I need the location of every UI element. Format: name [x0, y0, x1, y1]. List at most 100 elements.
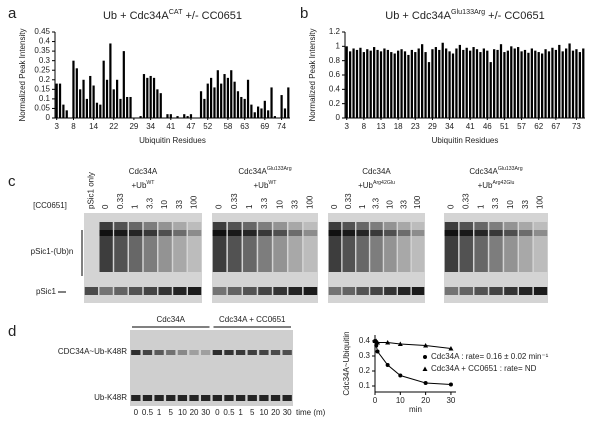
text-part: CAT: [169, 8, 183, 16]
band: [504, 230, 518, 236]
bar: [89, 75, 92, 118]
bar: [112, 89, 115, 118]
bar: [99, 104, 102, 118]
smear: [342, 222, 356, 272]
group-label: Cdc34A: [157, 315, 186, 324]
band: [235, 395, 246, 401]
bar: [489, 62, 492, 118]
band: [489, 287, 503, 295]
bar: [445, 48, 448, 118]
time-label: 1: [157, 408, 162, 417]
smear: [533, 222, 548, 272]
band: [131, 395, 141, 401]
smear: [489, 222, 503, 272]
x-tick-label: 34: [146, 122, 155, 131]
band: [201, 350, 211, 355]
bar: [75, 68, 78, 118]
bar: [345, 46, 348, 119]
bar: [352, 48, 355, 118]
x-tick-label: 47: [187, 122, 196, 131]
x-tick-label: 51: [500, 122, 509, 131]
x-tick-label: 10: [396, 396, 405, 405]
bar: [520, 51, 523, 118]
bar: [383, 48, 386, 118]
text-part: WT: [268, 180, 277, 186]
lane-label: 100: [413, 195, 422, 209]
point: [448, 382, 453, 387]
band: [288, 287, 303, 295]
bar: [568, 43, 571, 118]
x-tick-label: 52: [203, 122, 212, 131]
panel-label: a: [8, 5, 17, 22]
bar: [253, 112, 256, 118]
x-tick-label: 13: [377, 122, 386, 131]
text-part: +/- CC0651: [185, 10, 242, 22]
band: [142, 350, 153, 355]
bar: [283, 108, 287, 118]
band: [114, 287, 128, 295]
chart-title: Ub + Cdc34ACAT +/- CC0651: [103, 8, 242, 22]
smear: [173, 222, 187, 272]
bar: [349, 51, 352, 118]
band: [356, 230, 369, 236]
y-tick-label: 0.45: [34, 27, 50, 36]
y-tick-label: 0.2: [39, 75, 51, 84]
x-tick-label: 69: [260, 122, 269, 131]
bar: [280, 95, 283, 118]
band: [370, 230, 383, 236]
lane-label: 10: [506, 200, 515, 209]
smear: [397, 222, 411, 272]
bar: [448, 51, 451, 118]
bar: [139, 116, 142, 118]
band: [99, 230, 113, 236]
band: [273, 230, 287, 236]
band: [303, 230, 318, 236]
x-tick-label: 46: [483, 122, 492, 131]
bar: [421, 44, 424, 118]
smear: [158, 222, 172, 272]
bar: [62, 104, 65, 118]
text-part: Ub + Cdc34A: [385, 10, 451, 22]
band: [201, 395, 211, 401]
bar: [146, 77, 149, 118]
bar: [438, 49, 441, 118]
bar: [203, 98, 206, 118]
text-part: Arg42Glu: [373, 180, 395, 186]
bar: [517, 47, 520, 118]
smear: [243, 222, 257, 272]
band: [288, 230, 303, 236]
bar: [379, 51, 383, 118]
bar: [482, 48, 485, 118]
y-tick-label: 0.2: [329, 99, 341, 108]
bar: [287, 87, 290, 118]
band-label: pSic1: [36, 287, 57, 296]
text-part: Cdc34A: [129, 167, 158, 176]
bar: [267, 110, 270, 118]
lane-label: 0.33: [230, 193, 239, 209]
band: [143, 230, 158, 236]
bar: [189, 114, 193, 118]
text-part: +/- CC0651: [488, 10, 545, 22]
lane-label: 10: [385, 200, 394, 209]
time-label: 20: [271, 408, 280, 417]
bar: [260, 108, 263, 118]
smear: [303, 222, 318, 272]
bar: [571, 50, 575, 119]
bar: [216, 70, 219, 118]
x-tick-label: 73: [572, 122, 581, 131]
bar: [230, 70, 233, 118]
band: [459, 287, 473, 295]
smear: [114, 222, 128, 272]
x-tick-label: 8: [362, 122, 367, 131]
band: [243, 230, 257, 236]
smear: [273, 222, 287, 272]
x-tick-label: 29: [428, 122, 437, 131]
lane-label: 10: [275, 200, 284, 209]
group-ubiquitin: +UbArg42Glu: [478, 180, 515, 190]
bar: [199, 91, 203, 118]
lane-label: 0: [101, 204, 110, 209]
bar: [129, 96, 132, 118]
band: [235, 350, 246, 355]
lane-label: 0: [330, 204, 339, 209]
x-tick-label: 63: [240, 122, 249, 131]
